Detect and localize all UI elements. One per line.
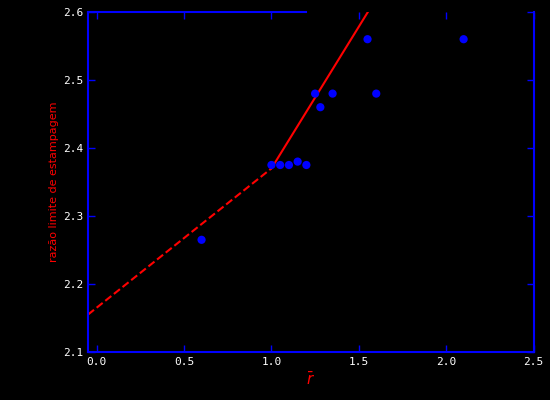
- Point: [293, 158, 302, 165]
- Point: [311, 90, 320, 97]
- Point: [372, 90, 381, 97]
- Point: [197, 236, 206, 243]
- Point: [267, 162, 276, 168]
- Point: [276, 162, 284, 168]
- Point: [316, 104, 324, 110]
- Point: [363, 36, 372, 42]
- Point: [459, 36, 468, 42]
- Point: [284, 162, 293, 168]
- Point: [328, 90, 337, 97]
- Point: [302, 162, 311, 168]
- Y-axis label: razão limite de estampagem: razão limite de estampagem: [49, 102, 59, 262]
- X-axis label: $\bar{r}$: $\bar{r}$: [306, 371, 315, 388]
